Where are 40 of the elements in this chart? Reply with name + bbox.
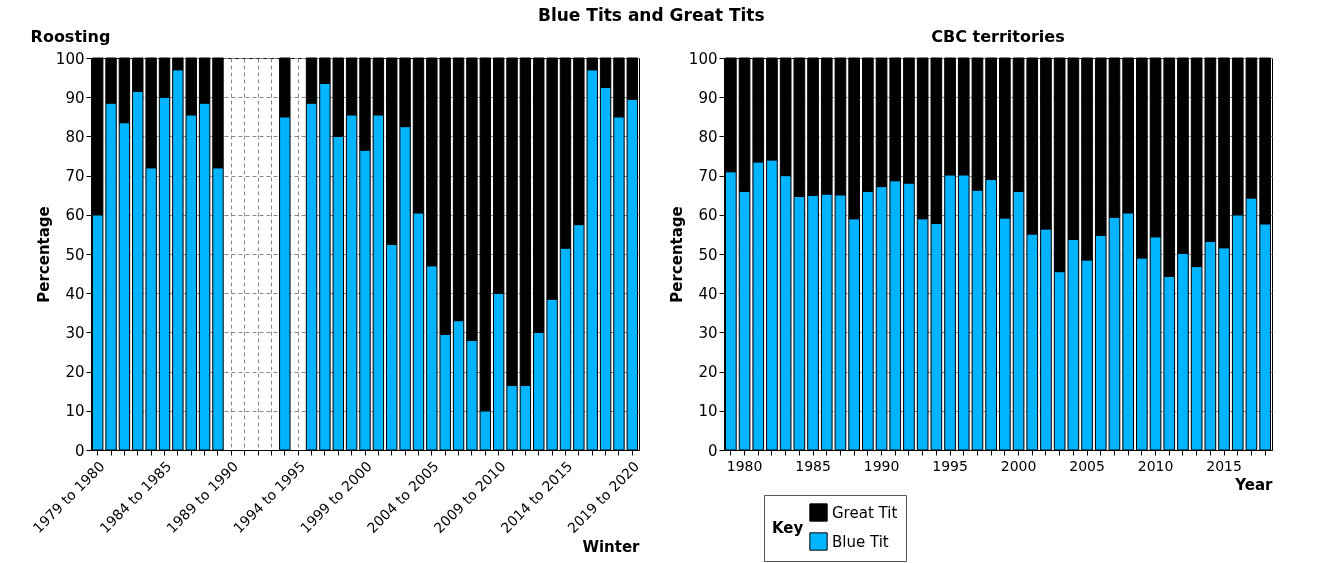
chart-subtitle: Roosting bbox=[30, 27, 111, 46]
y-tick-label: 0 bbox=[74, 441, 85, 460]
x-tick-label: 1980 bbox=[726, 457, 763, 474]
y-tick-label: 100 bbox=[55, 49, 85, 68]
x-tick-label: 2010 bbox=[1137, 457, 1174, 474]
y-tick-label: 40 bbox=[65, 284, 85, 303]
chart-title: CBC territories bbox=[931, 27, 1065, 46]
y-tick-label: 40 bbox=[698, 284, 718, 303]
y-tick-label: 20 bbox=[65, 363, 85, 382]
y-tick-label: 20 bbox=[698, 363, 718, 382]
y-tick-label: 100 bbox=[688, 49, 718, 68]
x-axis-title: Year bbox=[1234, 475, 1274, 494]
y-tick-label: 10 bbox=[698, 402, 718, 421]
y-tick-label: 50 bbox=[65, 245, 85, 264]
x-tick-label: 2000 bbox=[1000, 457, 1037, 474]
y-tick-label: 50 bbox=[698, 245, 718, 264]
legend-label: Blue Tit bbox=[832, 532, 889, 551]
legend-title: Key bbox=[772, 519, 804, 537]
x-tick-label: 1995 bbox=[932, 457, 968, 474]
y-tick-label: 10 bbox=[65, 402, 85, 421]
y-tick-label: 30 bbox=[698, 323, 718, 342]
x-axis-title: Winter bbox=[582, 538, 641, 557]
x-tick-label: 1990 bbox=[863, 457, 900, 474]
chart-title: Blue Tits and Great Tits bbox=[537, 4, 765, 25]
y-tick-label: 60 bbox=[698, 206, 718, 225]
x-tick-label: 2015 bbox=[1206, 457, 1242, 474]
x-tick-label: 2005 bbox=[1069, 457, 1105, 474]
y-tick-label: 70 bbox=[698, 167, 718, 186]
y-tick-label: 80 bbox=[698, 127, 718, 146]
y-axis-title: Percentage bbox=[667, 206, 686, 303]
y-tick-label: 90 bbox=[698, 88, 718, 107]
y-axis-title: Percentage bbox=[34, 206, 53, 303]
y-tick-label: 30 bbox=[65, 323, 85, 342]
y-tick-label: 0 bbox=[707, 441, 718, 460]
y-tick-label: 70 bbox=[65, 167, 85, 186]
y-tick-label: 60 bbox=[65, 206, 85, 225]
y-tick-label: 90 bbox=[65, 88, 85, 107]
y-tick-label: 80 bbox=[65, 127, 85, 146]
x-tick-label: 1985 bbox=[795, 457, 831, 474]
legend-label: Great Tit bbox=[832, 503, 898, 522]
